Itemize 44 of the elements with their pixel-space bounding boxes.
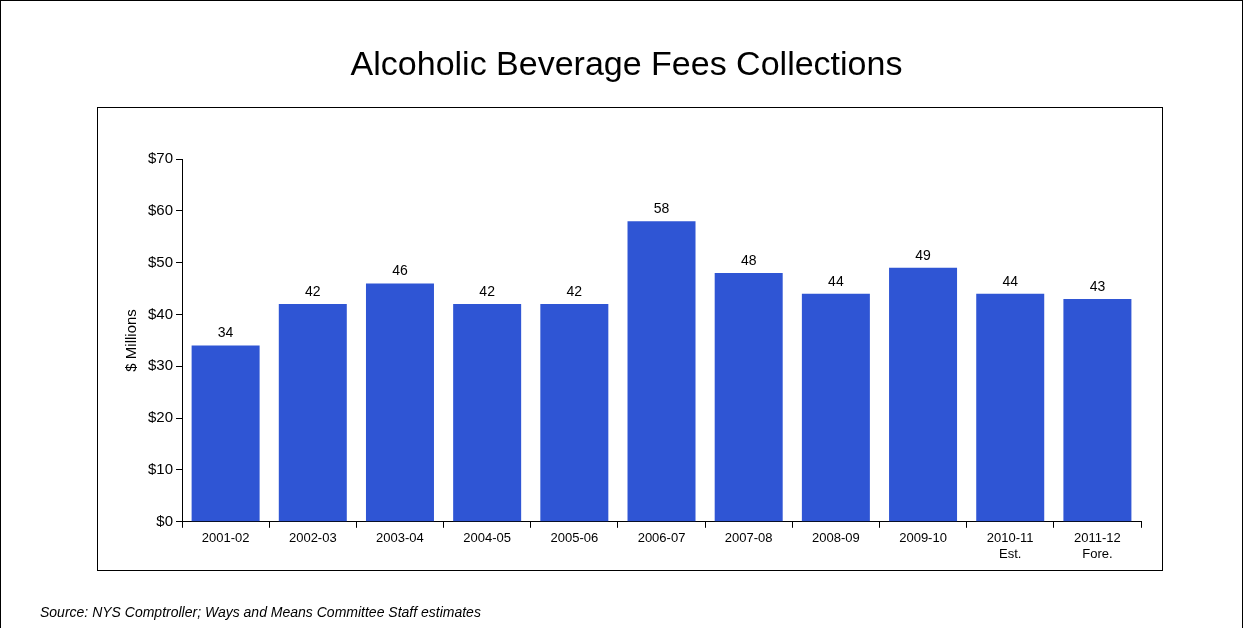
data-label: 42 — [305, 282, 321, 299]
x-tick-label: 2009-10 — [899, 530, 947, 546]
y-axis-title: $ Millions — [122, 309, 140, 372]
bar — [714, 273, 783, 522]
data-label: 44 — [828, 272, 844, 289]
x-tick-label: 2010-11 Est. — [986, 530, 1034, 561]
data-label: 48 — [740, 251, 757, 268]
data-label: 43 — [1089, 277, 1106, 294]
x-tick-label: 2008-09 — [812, 530, 860, 546]
bar — [627, 221, 696, 522]
x-tick-label: 2004-05 — [463, 530, 512, 546]
data-label: 46 — [392, 262, 408, 279]
bar — [540, 304, 609, 522]
data-label: 58 — [653, 200, 670, 217]
y-tick-label: $40 — [148, 304, 174, 322]
bar — [191, 345, 260, 522]
y-tick-label: $30 — [148, 356, 174, 374]
source-note: Source: NYS Comptroller; Ways and Means Committee Staff estimates — [40, 604, 481, 620]
y-tick-label: $60 — [148, 200, 174, 218]
bar — [976, 293, 1045, 522]
y-tick-label: $50 — [148, 252, 174, 270]
x-tick-label: 2006-07 — [637, 530, 686, 546]
data-label: 44 — [1002, 272, 1019, 289]
x-tick-label: 2007-08 — [724, 530, 773, 546]
x-tick-label: 2003-04 — [376, 530, 424, 546]
data-label: 42 — [566, 282, 583, 299]
data-label: 34 — [217, 324, 234, 341]
x-tick-label: 2001-02 — [201, 530, 250, 546]
x-tick-label: 2002-03 — [288, 530, 337, 546]
y-tick-label: $70 — [148, 149, 174, 167]
x-tick-label: 2011-12 Fore. — [1074, 530, 1121, 561]
data-label: 49 — [915, 246, 932, 263]
bar — [453, 304, 522, 522]
bar — [1063, 298, 1132, 522]
x-tick-label: 2005-06 — [550, 530, 599, 546]
chart-title: Alcoholic Beverage Fees Collections — [349, 44, 904, 83]
bar — [889, 267, 958, 522]
data-label: 42 — [479, 282, 496, 299]
bar — [365, 283, 434, 522]
y-tick-label: $20 — [148, 408, 174, 426]
bar — [801, 293, 870, 522]
y-tick-label: $10 — [148, 460, 174, 478]
y-tick-label: $0 — [156, 511, 174, 529]
bar — [278, 304, 347, 522]
